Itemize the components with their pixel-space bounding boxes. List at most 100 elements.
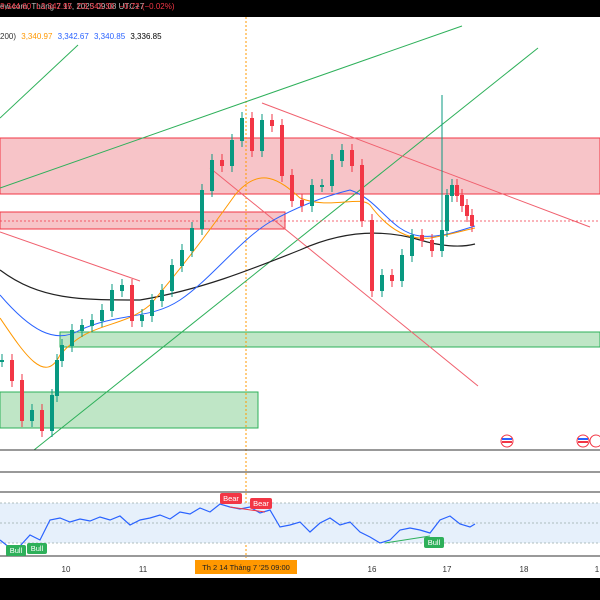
ma-value-3: 3,340.85: [94, 32, 126, 41]
candle-body: [450, 185, 454, 196]
candle-body: [370, 220, 374, 291]
candle-body: [110, 290, 114, 311]
candle-body: [220, 160, 224, 166]
time-label-18: 18: [520, 565, 529, 574]
candle-body: [445, 195, 449, 231]
trendline-up-2: [0, 44, 79, 119]
rsi-line: [0, 503, 476, 549]
candle-body: [130, 285, 134, 321]
ohlc-legend: ew.com, Tháng 7 17, 2025 09:08 UTC+7: [0, 2, 147, 11]
candle-body: [330, 160, 334, 186]
candle-body: [320, 185, 324, 187]
candle-body: [0, 360, 4, 362]
flag-icon[interactable]: [500, 434, 514, 448]
time-axis[interactable]: [0, 558, 600, 578]
resistance-zone-lower: [0, 211, 286, 230]
rsi-bull-divergence: [384, 535, 431, 544]
candle-body: [465, 205, 469, 216]
candle-body: [410, 235, 414, 256]
candle-body: [190, 228, 194, 251]
candle-body: [170, 265, 174, 291]
candle-body: [380, 275, 384, 291]
candle-body: [50, 395, 54, 431]
candle-body: [280, 125, 284, 176]
candle-body: [350, 150, 354, 166]
candle-body: [340, 150, 344, 161]
candle-body: [55, 360, 59, 396]
svg-text:Bull: Bull: [31, 544, 44, 553]
time-label-16: 16: [368, 565, 377, 574]
candle-body: [80, 325, 84, 331]
ma-value-2: 3,342.67: [57, 32, 89, 41]
change-value: −0.72 (−0.02%): [119, 2, 175, 11]
resistance-zone-upper: [0, 137, 600, 195]
trendline-down-3: [209, 167, 479, 387]
ema-fast-line: [0, 189, 476, 337]
candle-body: [390, 275, 394, 281]
ma-period: 200): [0, 32, 17, 41]
candlestick-series: [0, 95, 474, 437]
candle-body: [240, 118, 244, 141]
candle-body: [470, 215, 474, 226]
candle-body: [250, 118, 254, 151]
candle-body: [230, 140, 234, 166]
candle-body: [150, 300, 154, 316]
candle-body: [260, 120, 264, 151]
candle-body: [180, 250, 184, 266]
ma-value-1: 3,340.97: [21, 32, 53, 41]
candle-body: [90, 320, 94, 326]
support-zone-lower: [0, 391, 259, 429]
candle-body: [40, 410, 44, 431]
support-zone-upper: [59, 331, 600, 348]
candle-body: [310, 185, 314, 206]
time-label-10: 10: [62, 565, 71, 574]
candle-body: [70, 330, 74, 346]
candle-body: [400, 255, 404, 281]
candle-body: [270, 120, 274, 126]
rsi-bear-badge-1: Bear: [220, 493, 242, 504]
candle-body: [160, 290, 164, 301]
time-label-11: 11: [139, 565, 148, 574]
time-label-1: 1: [595, 565, 600, 574]
ma-value-4: 3,336.85: [130, 32, 162, 41]
candle-body: [440, 230, 444, 251]
svg-text:Bear: Bear: [253, 499, 269, 508]
time-label-17: 17: [443, 565, 452, 574]
candle-body: [210, 160, 214, 191]
rsi-bull-badge-1: Bull: [6, 545, 26, 556]
low-value: L3,342.95: [36, 2, 72, 11]
header-bar: [0, 0, 600, 17]
svg-text:Bull: Bull: [428, 538, 441, 547]
ohlc-values: 3,344.60 L3,342.95 C3,343.30 −0.72 (−0.0…: [0, 2, 178, 11]
candle-body: [360, 165, 364, 221]
trendline-down-1: [261, 102, 591, 228]
candle-body: [10, 360, 14, 381]
trendline-up-3: [33, 47, 539, 451]
candle-body: [30, 410, 34, 421]
candle-body: [290, 175, 294, 201]
candle-body: [455, 185, 459, 196]
flag-icon[interactable]: [576, 434, 590, 448]
footer-bar: [0, 578, 600, 600]
rsi-bull-badge-3: Bull: [424, 537, 444, 548]
rsi-bear-badge-2: Bear: [250, 498, 272, 509]
candle-body: [120, 285, 124, 291]
candle-body: [300, 200, 304, 206]
symbol-source: ew.com, Tháng 7 17, 2025 09:08 UTC+7: [0, 2, 145, 11]
trendline-down-2: [0, 231, 141, 282]
close-value: C3,343.30: [77, 2, 115, 11]
rsi-bull-badge-2: Bull: [27, 543, 47, 554]
candle-body: [60, 345, 64, 361]
candle-body: [430, 240, 434, 251]
candle-body: [420, 235, 424, 241]
rsi-bear-divergence: [229, 506, 266, 513]
flag-icon-partial[interactable]: [589, 434, 600, 448]
candle-body: [140, 315, 144, 321]
svg-text:Th 2 14 Tháng 7 '25 09:00: Th 2 14 Tháng 7 '25 09:00: [202, 563, 290, 572]
candle-body: [200, 190, 204, 229]
svg-text:Bull: Bull: [10, 546, 23, 555]
trendline-up-1: [0, 25, 463, 189]
svg-text:Bear: Bear: [223, 494, 239, 503]
